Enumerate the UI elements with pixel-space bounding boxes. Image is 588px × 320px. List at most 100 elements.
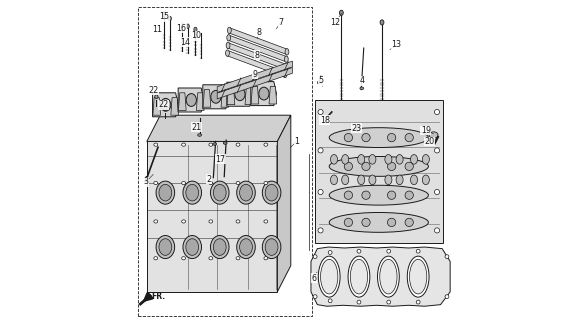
Ellipse shape (385, 175, 392, 185)
Polygon shape (227, 43, 286, 69)
Text: 2: 2 (206, 175, 212, 184)
Ellipse shape (429, 132, 438, 138)
Ellipse shape (362, 191, 370, 199)
Polygon shape (278, 115, 291, 292)
Polygon shape (147, 141, 278, 292)
Polygon shape (203, 90, 211, 107)
Ellipse shape (350, 259, 368, 294)
Text: 18: 18 (320, 116, 330, 124)
Ellipse shape (159, 184, 172, 201)
Ellipse shape (435, 228, 440, 233)
Ellipse shape (194, 27, 197, 32)
Ellipse shape (213, 184, 226, 201)
Ellipse shape (159, 239, 172, 255)
Text: 8: 8 (255, 51, 260, 60)
Polygon shape (229, 28, 288, 54)
Ellipse shape (285, 56, 288, 62)
Ellipse shape (161, 99, 171, 111)
Ellipse shape (182, 143, 186, 146)
Ellipse shape (369, 155, 376, 164)
Text: 12: 12 (330, 18, 340, 27)
Ellipse shape (236, 143, 240, 146)
Text: 16: 16 (176, 24, 186, 33)
Ellipse shape (264, 181, 268, 185)
Ellipse shape (156, 181, 175, 204)
Ellipse shape (318, 148, 323, 153)
Ellipse shape (239, 239, 252, 255)
Ellipse shape (259, 87, 269, 100)
Ellipse shape (318, 189, 323, 195)
Ellipse shape (186, 239, 199, 255)
Ellipse shape (409, 259, 427, 294)
Ellipse shape (357, 249, 361, 253)
Ellipse shape (387, 300, 390, 304)
Ellipse shape (211, 91, 221, 103)
Polygon shape (311, 247, 450, 306)
Ellipse shape (405, 162, 413, 171)
Ellipse shape (445, 255, 449, 259)
Ellipse shape (358, 175, 365, 185)
Ellipse shape (362, 162, 370, 171)
Ellipse shape (344, 191, 353, 199)
Polygon shape (245, 87, 253, 105)
Ellipse shape (329, 128, 429, 148)
Ellipse shape (226, 42, 230, 49)
Ellipse shape (360, 87, 364, 90)
Ellipse shape (387, 249, 390, 253)
Ellipse shape (237, 236, 255, 259)
Ellipse shape (318, 81, 320, 84)
Ellipse shape (154, 220, 158, 223)
Text: 23: 23 (351, 124, 361, 132)
Text: 9: 9 (252, 70, 258, 79)
Ellipse shape (362, 218, 370, 227)
Text: 13: 13 (392, 40, 402, 49)
Polygon shape (251, 86, 259, 104)
Ellipse shape (182, 181, 186, 185)
Ellipse shape (265, 184, 278, 201)
Bar (138, 7, 312, 316)
Ellipse shape (262, 181, 281, 204)
Text: 1: 1 (294, 137, 299, 146)
Ellipse shape (405, 218, 413, 227)
Ellipse shape (320, 259, 338, 294)
Ellipse shape (385, 155, 392, 164)
Ellipse shape (154, 143, 158, 146)
Text: 22: 22 (158, 100, 169, 109)
Ellipse shape (329, 156, 429, 176)
Polygon shape (269, 86, 277, 104)
Ellipse shape (357, 300, 361, 304)
Text: 15: 15 (159, 12, 169, 21)
Text: 5: 5 (318, 76, 323, 85)
Ellipse shape (265, 239, 278, 255)
Text: 11: 11 (152, 25, 162, 34)
Polygon shape (315, 100, 443, 243)
Ellipse shape (318, 109, 323, 115)
Polygon shape (171, 98, 179, 115)
Ellipse shape (339, 10, 343, 15)
Text: 8: 8 (257, 28, 262, 36)
Ellipse shape (209, 220, 213, 223)
Ellipse shape (330, 175, 338, 185)
Text: FR.: FR. (151, 292, 165, 301)
Ellipse shape (283, 71, 287, 78)
Ellipse shape (356, 126, 360, 132)
Ellipse shape (264, 143, 268, 146)
Ellipse shape (435, 109, 440, 115)
Text: 19: 19 (421, 126, 431, 135)
Ellipse shape (330, 155, 338, 164)
Text: 4: 4 (359, 76, 365, 85)
Ellipse shape (445, 295, 449, 299)
Ellipse shape (198, 134, 202, 136)
Ellipse shape (162, 12, 166, 17)
Ellipse shape (213, 143, 216, 145)
Ellipse shape (344, 162, 353, 171)
Ellipse shape (405, 133, 413, 142)
Ellipse shape (186, 93, 196, 107)
Ellipse shape (227, 35, 230, 41)
Polygon shape (217, 68, 292, 99)
Ellipse shape (183, 181, 202, 204)
Ellipse shape (186, 184, 199, 201)
Ellipse shape (285, 49, 289, 55)
Ellipse shape (396, 155, 403, 164)
Ellipse shape (342, 175, 349, 185)
